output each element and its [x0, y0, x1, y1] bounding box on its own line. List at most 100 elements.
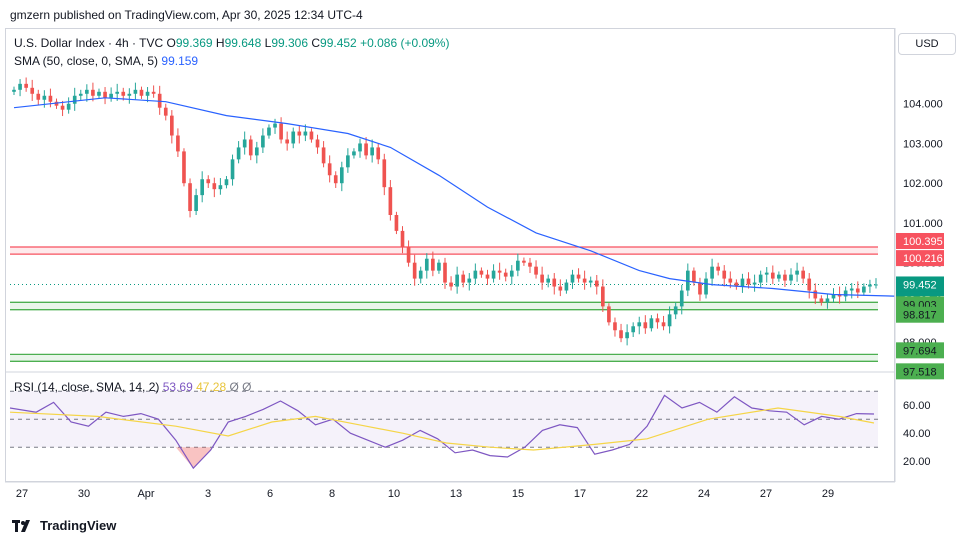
candle-body-8	[60, 105, 65, 110]
candle-103	[637, 316, 642, 335]
candle-body-54	[339, 167, 344, 184]
candle-124	[764, 267, 769, 283]
candle-body-61	[382, 159, 387, 188]
candle-29	[188, 178, 192, 218]
candle-body-41	[261, 135, 265, 148]
legend-o: 99.369	[175, 36, 213, 50]
rsi-tick-2: 20.00	[903, 456, 931, 468]
candle-57	[358, 138, 362, 158]
time-tick-12: 27	[760, 488, 772, 500]
candle-128	[789, 268, 793, 285]
candle-body-45	[285, 139, 289, 144]
price-label-bg-2	[896, 276, 944, 293]
tradingview-logo[interactable]: TradingView	[12, 518, 116, 533]
candle-body-48	[303, 131, 308, 136]
candle-45	[285, 131, 289, 151]
candle-body-109	[673, 306, 678, 315]
price-labels: 100.395100.21699.45202:25:4799.00398.817…	[896, 232, 946, 380]
candle-body-130	[801, 270, 805, 279]
candle-body-105	[649, 318, 654, 329]
time-tick-4: 6	[267, 488, 273, 500]
candle-96	[594, 275, 599, 295]
candle-body-76	[473, 270, 478, 279]
price-label-1: 100.216	[896, 250, 944, 267]
candle-98	[607, 303, 611, 326]
price-label-text-6: 97.694	[903, 345, 937, 357]
candle-body-25	[163, 107, 168, 116]
legend-change: +0.086 (+0.09%)	[360, 36, 450, 50]
candle-43	[273, 118, 277, 134]
candle-110	[679, 284, 684, 315]
candle-body-65	[406, 246, 411, 263]
price-label-text-7: 97.518	[903, 366, 937, 378]
candle-1	[18, 79, 22, 97]
candles	[12, 77, 878, 346]
legend-sma-label: SMA (50, close, 0, SMA, 5)	[14, 54, 159, 68]
candle-body-20	[133, 89, 138, 94]
time-tick-2: Apr	[137, 488, 154, 500]
rsi-pane: 60.00 40.00 20.00	[9, 390, 931, 470]
candle-body-104	[643, 322, 648, 329]
candle-body-122	[752, 282, 757, 285]
candle-27	[176, 128, 180, 157]
legend-l: 99.306	[271, 36, 309, 50]
candle-61	[382, 153, 387, 196]
candle-117	[722, 265, 727, 287]
sma-polyline	[13, 97, 895, 297]
candle-body-37	[236, 147, 241, 160]
candle-3	[30, 79, 35, 101]
candle-body-23	[151, 91, 156, 94]
candle-142	[874, 278, 878, 289]
candle-16	[109, 87, 113, 102]
candle-34	[218, 178, 223, 195]
candle-9	[66, 97, 71, 114]
candle-body-103	[637, 322, 642, 327]
zone-fill-2	[10, 354, 878, 362]
published-header: gmzern published on TradingView.com, Apr…	[10, 8, 363, 22]
legend-h: 99.648	[224, 36, 262, 50]
candle-49	[309, 128, 314, 143]
candle-body-92	[570, 274, 575, 283]
candle-131	[807, 273, 812, 299]
currency-button[interactable]: USD	[898, 33, 956, 55]
candle-54	[339, 161, 344, 192]
candle-body-63	[394, 215, 399, 231]
candle-22	[145, 87, 150, 103]
candle-33	[212, 177, 217, 198]
candle-25	[163, 103, 168, 121]
rsi-line	[9, 394, 875, 470]
candle-body-78	[485, 274, 490, 279]
candle-body-73	[455, 274, 459, 287]
candle-23	[151, 85, 156, 98]
candle-95	[588, 276, 593, 288]
candle-body-133	[819, 298, 824, 303]
tradingview-logo-icon	[12, 519, 30, 532]
candle-87	[540, 266, 544, 290]
candle-100	[619, 323, 623, 343]
candle-65	[406, 240, 411, 267]
candle-body-94	[582, 278, 587, 283]
candle-70	[437, 259, 441, 274]
candle-64	[400, 226, 405, 254]
candle-body-5	[42, 95, 47, 100]
time-tick-13: 29	[822, 488, 834, 500]
candle-body-68	[424, 258, 429, 271]
candle-body-116	[716, 266, 720, 271]
candle-75	[467, 273, 472, 291]
candle-79	[491, 264, 496, 283]
candle-4	[36, 89, 41, 105]
candle-126	[777, 271, 781, 282]
candle-body-97	[601, 286, 605, 307]
price-tick-0: 104.000	[903, 99, 943, 111]
candle-body-119	[734, 282, 739, 287]
candle-62	[388, 180, 393, 221]
price-label-bg-0	[896, 232, 944, 249]
candle-116	[716, 262, 720, 276]
candle-body-10	[72, 95, 77, 104]
candle-137	[843, 286, 848, 302]
candle-101	[625, 324, 629, 346]
candle-body-99	[613, 322, 617, 331]
price-label-bg-6	[896, 342, 944, 359]
candle-body-49	[309, 131, 314, 140]
